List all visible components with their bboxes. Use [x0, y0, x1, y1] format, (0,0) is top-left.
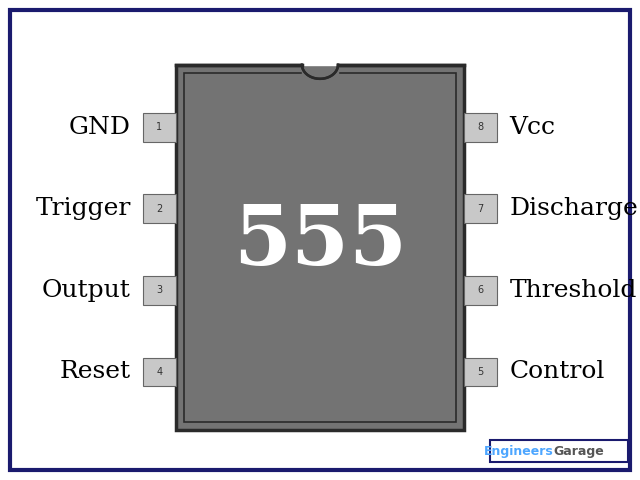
Text: 5: 5 — [477, 367, 484, 377]
Bar — [464, 276, 497, 305]
Bar — [490, 440, 628, 462]
Bar — [143, 276, 176, 305]
Text: Reset: Reset — [60, 360, 131, 384]
Text: 2: 2 — [156, 204, 163, 214]
Bar — [143, 113, 176, 142]
Text: Threshold: Threshold — [509, 279, 637, 302]
Bar — [143, 358, 176, 386]
Text: Engineers: Engineers — [484, 444, 554, 457]
Text: Garage: Garage — [554, 444, 604, 457]
Text: 4: 4 — [156, 367, 163, 377]
Text: Output: Output — [42, 279, 131, 302]
Text: Control: Control — [509, 360, 605, 384]
Text: 8: 8 — [477, 122, 484, 132]
Bar — [464, 194, 497, 223]
Text: 6: 6 — [477, 286, 484, 295]
Bar — [464, 113, 497, 142]
Bar — [176, 65, 464, 430]
Text: GND: GND — [68, 116, 131, 139]
Text: 1: 1 — [156, 122, 163, 132]
Bar — [184, 73, 456, 421]
Text: 7: 7 — [477, 204, 484, 214]
Bar — [464, 358, 497, 386]
Text: Discharge: Discharge — [509, 197, 638, 220]
Text: 3: 3 — [156, 286, 163, 295]
Bar — [143, 194, 176, 223]
Text: Trigger: Trigger — [35, 197, 131, 220]
Text: 555: 555 — [233, 202, 407, 282]
Text: Vcc: Vcc — [509, 116, 556, 139]
